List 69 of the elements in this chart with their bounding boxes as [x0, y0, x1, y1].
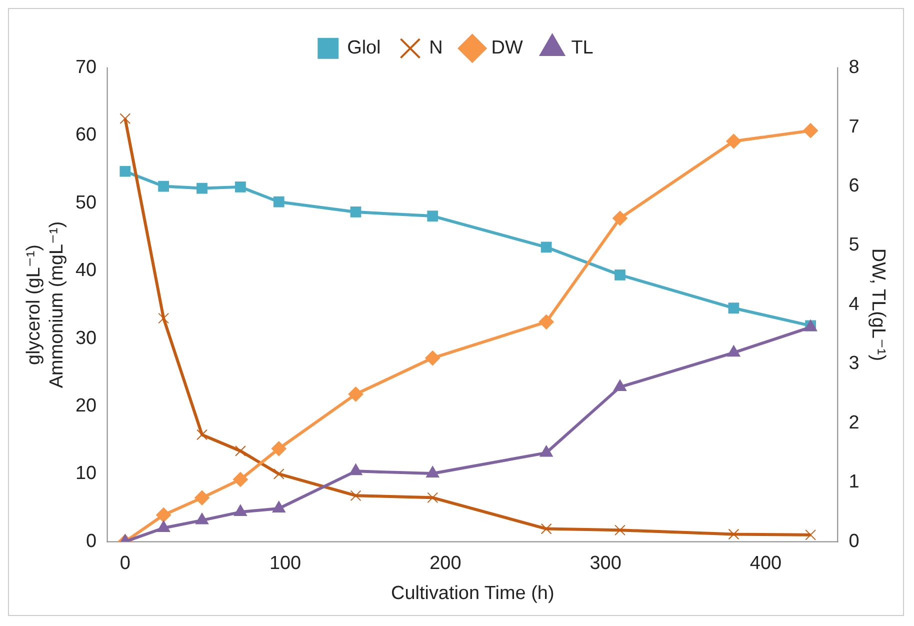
point	[425, 350, 440, 366]
y-tick-label: 60	[75, 124, 97, 146]
y2-tick-label: 0	[848, 530, 860, 552]
y-tick-label: 30	[75, 328, 97, 349]
point	[120, 166, 131, 177]
x-axis-title: Cultivation Time (h)	[391, 582, 554, 604]
point	[196, 429, 208, 440]
y2-tick-label: 1	[848, 472, 860, 493]
y-axis-title: glycerol (gL⁻¹) Ammonium (mgL⁻¹)	[24, 221, 68, 388]
point	[614, 524, 626, 536]
point	[426, 466, 440, 478]
point	[272, 500, 286, 512]
point	[613, 380, 627, 392]
point	[350, 206, 362, 218]
point	[538, 314, 554, 330]
point	[158, 180, 170, 192]
legend-label: N	[429, 38, 443, 59]
point	[156, 508, 172, 522]
point	[727, 345, 740, 357]
point	[726, 134, 742, 149]
legend-label: Glol	[347, 38, 381, 59]
y-tick-label: 70	[75, 57, 97, 78]
point	[805, 529, 816, 540]
y-tick-label: 0	[86, 530, 97, 552]
point	[612, 210, 628, 226]
x-tick-label: 200	[430, 553, 462, 574]
point	[271, 441, 286, 456]
x-tick-label: 0	[120, 553, 130, 574]
legend-label: DW	[491, 38, 523, 59]
point	[234, 446, 246, 456]
point	[614, 270, 626, 280]
point	[540, 523, 552, 534]
y2-axis-title: DW, TL(gL⁻¹)	[867, 248, 888, 362]
point	[540, 445, 553, 457]
point	[234, 182, 246, 192]
point	[232, 472, 248, 487]
point	[427, 210, 438, 222]
point	[349, 464, 362, 476]
y-tick-label: 20	[75, 395, 97, 416]
y2-tick-label: 5	[848, 234, 860, 256]
point	[427, 492, 438, 504]
legend-label: TL	[571, 38, 594, 59]
x-tick-label: 300	[590, 553, 622, 574]
point	[158, 312, 170, 324]
y2-tick-label: 6	[848, 175, 860, 196]
point	[195, 512, 209, 524]
point	[540, 242, 552, 253]
point	[350, 490, 362, 502]
y2-tick-label: 2	[848, 412, 860, 434]
point	[728, 302, 740, 314]
point	[157, 520, 170, 532]
y-tick-label: 40	[75, 260, 97, 282]
y2-tick-label: 3	[848, 353, 860, 374]
y2-tick-label: 7	[848, 116, 860, 138]
point	[273, 196, 284, 208]
y2-tick-label: 8	[848, 57, 860, 78]
point	[196, 182, 208, 194]
y-tick-label: 50	[75, 192, 97, 214]
point	[348, 386, 364, 402]
point	[194, 490, 210, 506]
x-tick-label: 400	[750, 553, 782, 574]
point	[803, 123, 818, 138]
point	[273, 468, 284, 480]
y2-tick-label: 4	[848, 294, 860, 315]
point	[728, 528, 740, 540]
point	[120, 113, 131, 124]
y-tick-label: 10	[75, 463, 97, 484]
point	[234, 504, 247, 516]
x-tick-label: 100	[269, 553, 302, 574]
